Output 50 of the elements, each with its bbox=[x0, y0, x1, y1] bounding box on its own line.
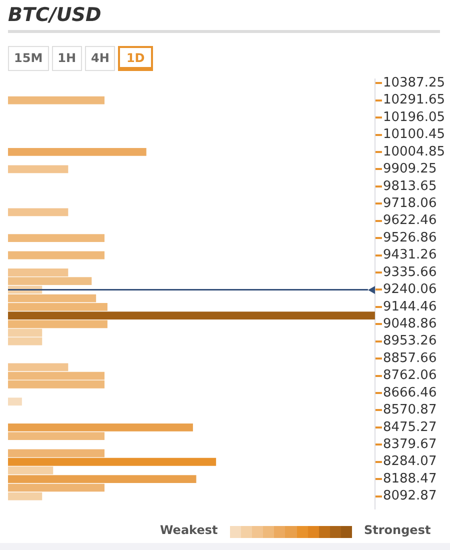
text: Strongest bbox=[364, 523, 431, 537]
text: 1H bbox=[52, 46, 82, 71]
bar bbox=[8, 484, 105, 492]
y-tick-label: 9813.65 bbox=[382, 178, 437, 194]
y-tick-label: 8284.07 bbox=[382, 454, 437, 470]
bar bbox=[8, 148, 146, 156]
bar bbox=[8, 165, 68, 174]
text: Weakest bbox=[160, 523, 218, 537]
bar bbox=[8, 458, 216, 466]
y-tick-label: 9240.06 bbox=[382, 282, 437, 298]
bar bbox=[8, 251, 105, 260]
bar bbox=[8, 423, 193, 432]
bar bbox=[8, 475, 196, 484]
y-tick-label: 10196.05 bbox=[382, 110, 445, 125]
bar bbox=[8, 363, 68, 372]
y-tick-label: 8570.87 bbox=[382, 402, 437, 418]
bar bbox=[8, 398, 22, 406]
bar bbox=[8, 208, 68, 216]
y-tick-label: 10004.85 bbox=[382, 144, 445, 160]
y-tick-label: 8092.87 bbox=[382, 488, 437, 504]
y-tick-label: 10387.25 bbox=[382, 75, 445, 90]
bar bbox=[8, 312, 375, 320]
text: 4H bbox=[85, 46, 116, 71]
bar bbox=[8, 466, 54, 474]
bar bbox=[8, 234, 105, 242]
y-tick-label: 9335.66 bbox=[382, 264, 437, 280]
y-tick-label: 8475.27 bbox=[382, 420, 437, 435]
bar bbox=[8, 96, 105, 104]
text: 15M bbox=[8, 46, 49, 71]
y-tick-label: 8953.26 bbox=[382, 334, 437, 349]
text: 1D bbox=[118, 46, 153, 71]
y-tick-label: 9718.06 bbox=[382, 196, 437, 211]
bar bbox=[8, 449, 105, 458]
bar bbox=[8, 492, 42, 500]
chart-title: BTC/USD bbox=[8, 4, 102, 26]
y-tick-label: 8188.47 bbox=[382, 471, 437, 486]
y-tick-label: 9526.86 bbox=[382, 230, 437, 246]
y-tick-label: 8762.06 bbox=[382, 368, 437, 384]
y-tick-label: 9431.26 bbox=[382, 248, 437, 263]
y-tick-label: 9048.86 bbox=[382, 316, 437, 332]
y-tick-label: 8379.67 bbox=[382, 437, 437, 452]
y-tick-label: 8666.46 bbox=[382, 385, 437, 400]
y-tick-label: 9144.46 bbox=[382, 299, 437, 314]
bar bbox=[8, 320, 108, 328]
y-tick-label: 10100.45 bbox=[382, 127, 445, 142]
bar bbox=[8, 432, 105, 440]
y-tick-label: 9909.25 bbox=[382, 162, 437, 177]
y-tick-label: 9622.46 bbox=[382, 213, 437, 228]
y-tick-label: 10291.65 bbox=[382, 92, 445, 108]
y-tick-label: 8857.66 bbox=[382, 350, 437, 366]
